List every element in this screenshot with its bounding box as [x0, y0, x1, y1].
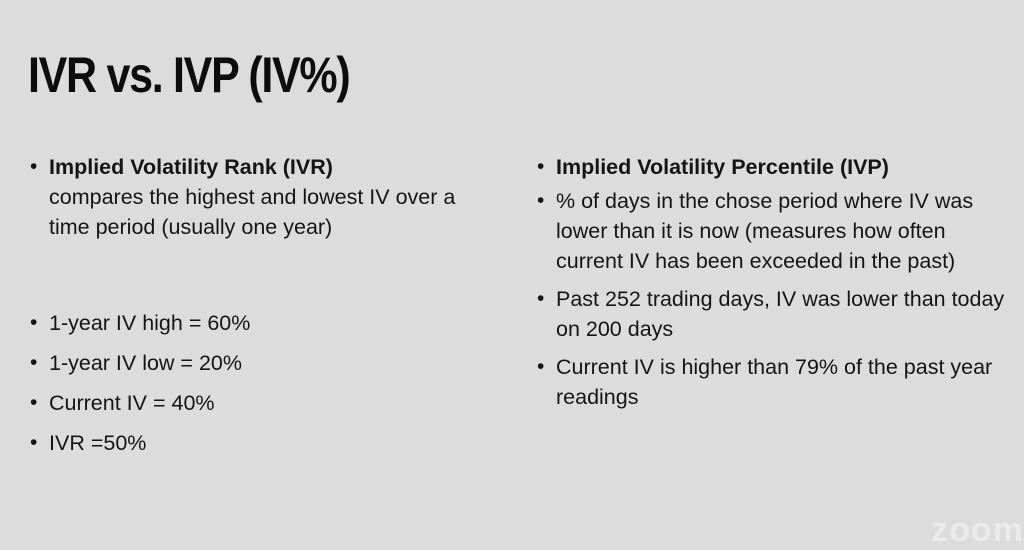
bullet-dot-icon: •: [30, 155, 38, 178]
ivp-column: • Implied Volatility Percentile (IVP) • …: [537, 152, 1017, 420]
ivr-definition-item: • Implied Volatility Rank (IVR) compares…: [30, 152, 500, 242]
bullet-dot-icon: •: [537, 155, 545, 178]
ivr-example-item: • IVR =50%: [30, 428, 500, 458]
ivr-example-text: 1-year IV low = 20%: [49, 351, 242, 375]
ivp-point-text: Past 252 trading days, IV was lower than…: [556, 287, 1005, 341]
ivr-bullet-list: • Implied Volatility Rank (IVR) compares…: [30, 152, 500, 458]
ivr-example-item: • 1-year IV high = 60%: [30, 308, 500, 338]
ivr-example-text: 1-year IV high = 60%: [49, 311, 251, 335]
zoom-watermark: zoom: [931, 511, 1024, 549]
ivp-point-text: Current IV is higher than 79% of the pas…: [556, 355, 993, 409]
bullet-dot-icon: •: [30, 431, 38, 454]
ivr-example-item: • 1-year IV low = 20%: [30, 348, 500, 378]
slide-title: IVR vs. IVP (IV%): [28, 47, 351, 103]
ivp-point-item: • Past 252 trading days, IV was lower th…: [537, 284, 1017, 344]
ivp-point-text: % of days in the chose period where IV w…: [556, 189, 974, 273]
ivr-example-text: Current IV = 40%: [49, 391, 215, 415]
bullet-dot-icon: •: [30, 391, 38, 414]
bullet-dot-icon: •: [30, 351, 38, 374]
ivr-column: • Implied Volatility Rank (IVR) compares…: [30, 152, 500, 468]
ivr-description: compares the highest and lowest IV over …: [49, 185, 456, 239]
ivr-heading: Implied Volatility Rank (IVR): [49, 155, 333, 179]
ivr-example-text: IVR =50%: [49, 431, 147, 455]
ivr-example-item: • Current IV = 40%: [30, 388, 500, 418]
bullet-dot-icon: •: [537, 189, 545, 212]
ivp-bullet-list: • Implied Volatility Percentile (IVP) • …: [537, 152, 1017, 412]
ivp-point-item: • % of days in the chose period where IV…: [537, 186, 1017, 276]
bullet-dot-icon: •: [537, 355, 545, 378]
ivp-heading: Implied Volatility Percentile (IVP): [556, 155, 889, 179]
bullet-dot-icon: •: [30, 311, 38, 334]
bullet-dot-icon: •: [537, 287, 545, 310]
ivp-point-item: • Current IV is higher than 79% of the p…: [537, 352, 1017, 412]
ivp-heading-item: • Implied Volatility Percentile (IVP): [537, 152, 1017, 182]
